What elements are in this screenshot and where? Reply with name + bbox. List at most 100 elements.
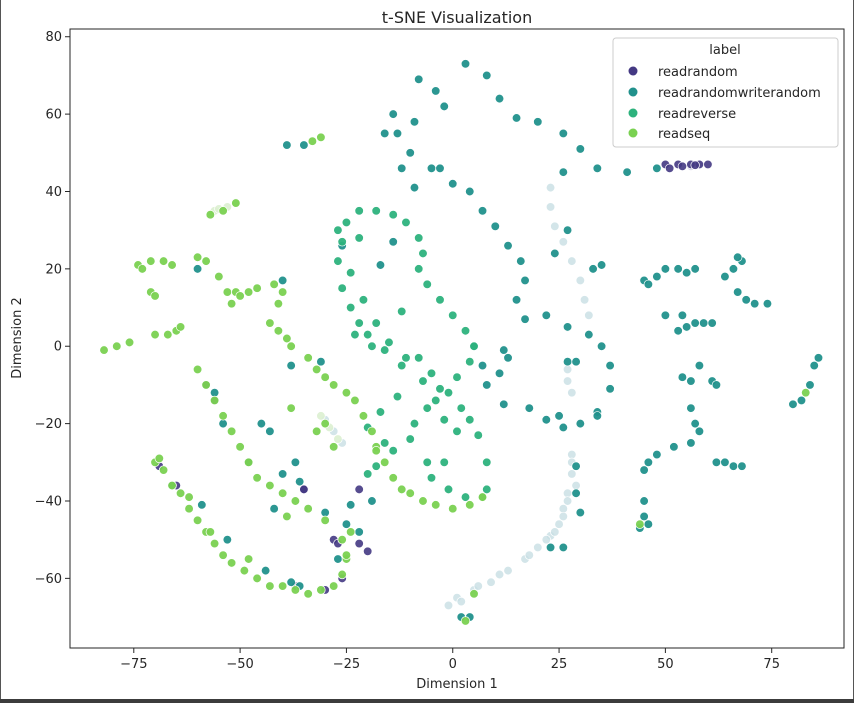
- point-readrandomwriterandom: [660, 264, 671, 274]
- point-readseq-faded: [333, 434, 343, 444]
- point-readseq: [226, 299, 237, 309]
- point-readseq: [235, 291, 245, 301]
- point-readreverse: [443, 484, 454, 495]
- point-readrandomwriterandom: [316, 357, 326, 367]
- point-readreverse: [388, 446, 398, 456]
- point-readrandomwriterandom: [677, 310, 688, 320]
- point-readrandomwriterandom-faded: [567, 388, 577, 398]
- point-readseq: [205, 527, 215, 537]
- point-readseq: [243, 287, 254, 297]
- point-readrandomwriterandom: [707, 318, 717, 328]
- point-readrandomwriterandom: [465, 186, 475, 197]
- point-readreverse: [435, 295, 445, 305]
- point-readrandomwriterandom: [558, 167, 568, 177]
- y-axis-label: Dimension 2: [10, 297, 25, 379]
- point-readseq: [337, 535, 347, 545]
- point-readreverse: [456, 403, 466, 413]
- point-readrandomwriterandom: [460, 59, 471, 69]
- point-readrandomwriterandom-faded: [567, 449, 577, 460]
- point-readrandom: [354, 538, 364, 549]
- point-readreverse: [367, 341, 377, 351]
- point-readrandomwriterandom: [643, 519, 654, 529]
- point-readseq: [218, 206, 228, 216]
- point-readreverse: [418, 248, 428, 259]
- point-readrandomwriterandom: [575, 418, 585, 429]
- points-layer: [99, 59, 824, 626]
- point-readreverse: [460, 326, 471, 336]
- point-readreverse: [363, 469, 373, 479]
- point-readrandomwriterandom: [762, 299, 773, 309]
- point-readseq: [282, 511, 292, 522]
- point-readrandomwriterandom: [562, 357, 573, 367]
- point-readrandomwriterandom-faded: [554, 519, 564, 529]
- point-readreverse: [337, 283, 347, 293]
- point-readseq: [277, 287, 288, 297]
- x-tick-label: −25: [333, 657, 360, 672]
- point-readrandomwriterandom: [690, 264, 700, 274]
- point-readrandomwriterandom: [197, 500, 207, 510]
- point-readseq: [218, 550, 228, 560]
- point-readrandomwriterandom-faded: [562, 364, 573, 375]
- point-readrandomwriterandom: [639, 465, 649, 475]
- point-readseq: [320, 372, 330, 382]
- point-readseq: [431, 500, 441, 510]
- point-readreverse: [414, 233, 424, 243]
- point-readrandomwriterandom: [277, 469, 288, 479]
- point-readseq: [448, 504, 458, 514]
- point-readrandomwriterandom: [392, 128, 403, 139]
- point-readrandom: [690, 160, 700, 170]
- point-readreverse: [337, 237, 347, 247]
- point-readrandomwriterandom: [673, 264, 683, 274]
- point-readseq: [239, 565, 250, 576]
- point-readreverse: [435, 384, 445, 394]
- point-readrandomwriterandom: [733, 287, 743, 297]
- point-readrandomwriterandom: [643, 279, 654, 289]
- point-readseq: [312, 426, 322, 437]
- point-readseq: [465, 500, 475, 510]
- point-readreverse: [371, 318, 381, 328]
- point-readrandom: [299, 484, 309, 495]
- point-readreverse: [346, 302, 356, 313]
- point-readseq: [346, 527, 356, 537]
- point-readrandomwriterandom: [320, 507, 330, 518]
- point-readseq: [286, 341, 296, 351]
- point-readseq: [158, 256, 169, 266]
- point-readreverse: [354, 318, 364, 328]
- point-readrandom: [703, 159, 713, 170]
- point-readseq: [175, 322, 186, 332]
- point-readseq: [341, 388, 352, 398]
- point-readseq: [235, 442, 245, 452]
- point-readreverse: [341, 217, 352, 228]
- point-readseq: [226, 426, 237, 437]
- point-readrandomwriterandom-faded: [579, 295, 590, 305]
- x-tick-label: 25: [551, 657, 568, 672]
- point-readrandomwriterandom: [558, 422, 568, 433]
- point-readrandomwriterandom: [588, 264, 598, 274]
- point-readrandomwriterandom: [388, 109, 398, 119]
- point-readrandomwriterandom: [354, 527, 364, 537]
- point-readrandomwriterandom: [299, 140, 309, 150]
- point-readseq: [277, 581, 288, 591]
- point-readrandomwriterandom: [294, 476, 305, 487]
- legend-label-readseq: readseq: [658, 127, 710, 142]
- point-readrandomwriterandom: [575, 144, 585, 154]
- point-readseq: [265, 581, 275, 591]
- point-readrandomwriterandom-faded: [541, 535, 551, 545]
- point-readseq: [192, 515, 203, 525]
- point-readrandomwriterandom: [805, 380, 815, 390]
- point-readreverse: [397, 360, 407, 371]
- x-tick-label: 75: [763, 657, 780, 672]
- point-readrandomwriterandom-faded: [443, 600, 454, 611]
- point-readrandomwriterandom: [511, 113, 522, 123]
- point-readseq: [222, 287, 233, 297]
- point-readseq: [397, 484, 407, 495]
- point-readseq: [243, 554, 254, 564]
- point-readreverse: [422, 403, 432, 413]
- point-readseq: [350, 395, 360, 406]
- point-readreverse: [452, 426, 462, 437]
- point-readrandomwriterandom: [690, 318, 700, 328]
- point-readrandomwriterandom-faded: [533, 542, 543, 553]
- point-readrandomwriterandom-faded: [473, 581, 483, 591]
- point-readrandomwriterandom-faded: [558, 237, 568, 247]
- point-readrandomwriterandom: [711, 380, 722, 390]
